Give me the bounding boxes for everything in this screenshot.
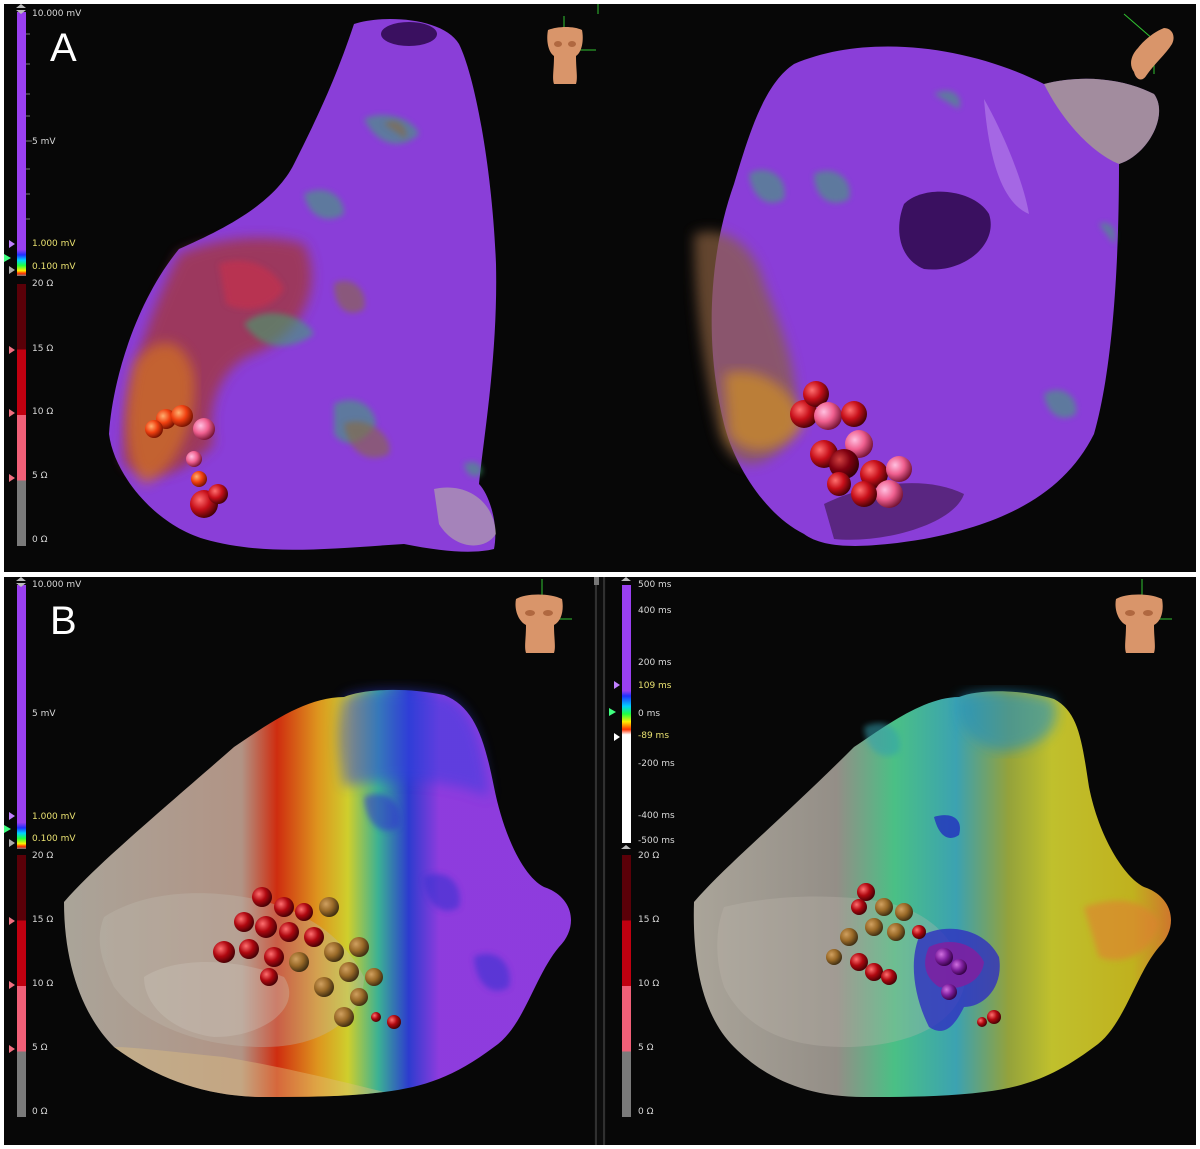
impedance-15-label: 15 Ω [32, 344, 53, 354]
panel-label-b: B [50, 599, 77, 643]
impedance-5-label-b2: 5 Ω [638, 1043, 654, 1053]
impedance-max-label: 20 Ω [32, 279, 53, 289]
lat-min-label: -500 ms [638, 836, 675, 846]
impedance-10-marker-icon-b[interactable] [9, 981, 15, 989]
lat-400-label: 400 ms [638, 606, 672, 616]
lat-zero-label: 0 ms [638, 709, 660, 719]
impedance-5-label: 5 Ω [32, 471, 48, 481]
impedance-5-marker-icon[interactable] [9, 474, 15, 482]
lat-upper-label: 109 ms [638, 681, 672, 691]
impedance-10-label: 10 Ω [32, 407, 53, 417]
lat-max-label: 500 ms [638, 580, 672, 590]
heart-model-b-activation [693, 691, 1171, 1097]
lower-threshold-marker-icon[interactable] [9, 266, 15, 274]
voltage-lower-threshold-label-b: 0.100 mV [32, 834, 76, 844]
impedance-max-label-b2: 20 Ω [638, 851, 659, 861]
lat-200-label: 200 ms [638, 658, 672, 668]
lesion-cluster-b-activation [826, 883, 1001, 1027]
lat-current-marker-icon [609, 708, 616, 716]
impedance-15-label-b: 15 Ω [32, 915, 53, 925]
upper-threshold-marker-icon-b[interactable] [9, 812, 15, 820]
lower-threshold-marker-icon-b[interactable] [9, 839, 15, 847]
impedance-10-marker-icon[interactable] [9, 409, 15, 417]
orientation-torso-icon-b-right[interactable] [1115, 579, 1172, 653]
impedance-15-marker-icon-b[interactable] [9, 917, 15, 925]
panel-label-a: A [50, 26, 77, 70]
panel-a-canvas: 10.000 mV 5 mV 1.000 mV 0.100 mV 20 Ω 15… [4, 4, 1174, 552]
lat-minus-200-label: -200 ms [638, 759, 675, 769]
impedance-10-label-b: 10 Ω [32, 979, 53, 989]
impedance-5-label-b: 5 Ω [32, 1043, 48, 1053]
impedance-min-label: 0 Ω [32, 535, 48, 545]
orientation-torso-icon[interactable] [547, 16, 596, 84]
impedance-scale-bar-b-right[interactable]: 20 Ω 15 Ω 10 Ω 5 Ω 0 Ω [621, 845, 659, 1117]
panel-b: 10.000 mV 5 mV 1.000 mV 0.100 mV 20 Ω 15… [4, 577, 1196, 1145]
view-divider[interactable] [594, 577, 606, 1145]
lat-upper-marker-icon[interactable] [614, 681, 620, 689]
lat-scale-bar[interactable]: 500 ms 400 ms 200 ms 109 ms 0 ms -89 ms … [609, 577, 675, 846]
panel-a: 10.000 mV 5 mV 1.000 mV 0.100 mV 20 Ω 15… [4, 4, 1196, 572]
voltage-lower-threshold-label: 0.100 mV [32, 262, 76, 272]
impedance-scale-bar[interactable]: 20 Ω 15 Ω 10 Ω 5 Ω 0 Ω [9, 279, 53, 546]
voltage-mid-label-b: 5 mV [32, 709, 56, 719]
lesion-cluster-b-voltage [213, 887, 401, 1029]
impedance-15-marker-icon[interactable] [9, 346, 15, 354]
voltage-max-label: 10.000 mV [32, 9, 82, 19]
lat-lower-label: -89 ms [638, 731, 669, 741]
impedance-5-marker-icon-b[interactable] [9, 1045, 15, 1053]
impedance-scale-bar-b[interactable]: 20 Ω 15 Ω 10 Ω 5 Ω 0 Ω [9, 851, 53, 1117]
impedance-15-label-b2: 15 Ω [638, 915, 659, 925]
voltage-upper-threshold-label: 1.000 mV [32, 239, 76, 249]
upper-threshold-marker-icon[interactable] [9, 240, 15, 248]
voltage-scale-bar-b[interactable]: 10.000 mV 5 mV 1.000 mV 0.100 mV [4, 577, 82, 849]
orientation-torso-side-icon[interactable] [1123, 13, 1174, 80]
voltage-upper-threshold-label-b: 1.000 mV [32, 812, 76, 822]
orientation-torso-icon-b[interactable] [515, 579, 572, 653]
voltage-mid-label: 5 mV [32, 137, 56, 147]
lat-minus-400-label: -400 ms [638, 811, 675, 821]
impedance-max-label-b: 20 Ω [32, 851, 53, 861]
current-value-marker-icon-b [4, 825, 11, 833]
current-value-marker-icon [4, 254, 11, 262]
panel-b-canvas: 10.000 mV 5 mV 1.000 mV 0.100 mV 20 Ω 15… [4, 577, 1172, 1145]
impedance-min-label-b: 0 Ω [32, 1107, 48, 1117]
heart-model-a-left [109, 18, 497, 552]
heart-model-b-voltage [64, 689, 571, 1097]
voltage-scale-bar[interactable]: 10.000 mV 5 mV 1.000 mV 0.100 mV [4, 4, 82, 276]
heart-model-a-right [694, 46, 1160, 546]
impedance-10-label-b2: 10 Ω [638, 979, 659, 989]
voltage-max-label-b: 10.000 mV [32, 580, 82, 590]
lat-lower-marker-icon[interactable] [614, 733, 620, 741]
impedance-min-label-b2: 0 Ω [638, 1107, 654, 1117]
